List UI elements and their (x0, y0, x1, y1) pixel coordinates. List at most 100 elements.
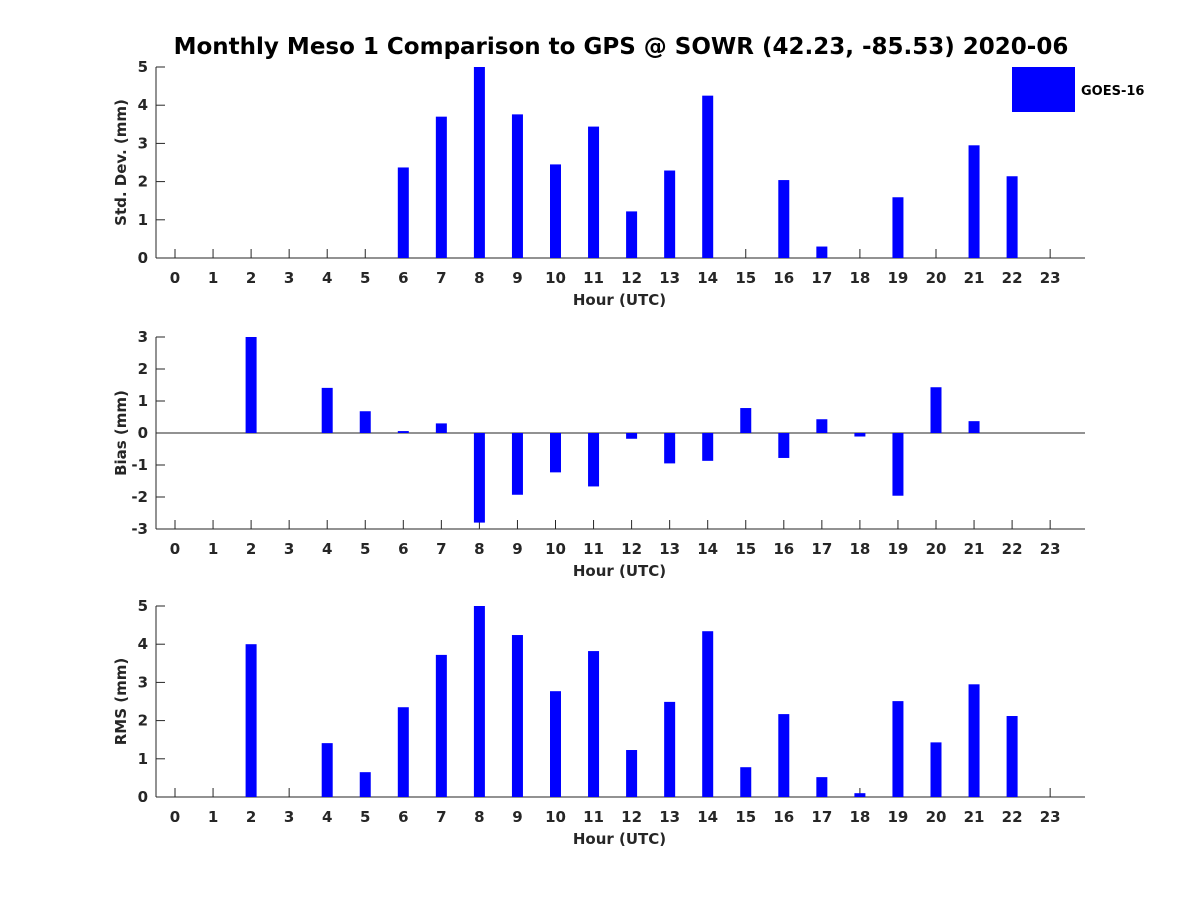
bar-std-dev-hour-7 (435, 116, 447, 258)
x-tick-label: 7 (436, 808, 446, 826)
x-tick-label: 23 (1040, 269, 1061, 287)
x-tick-label: 0 (170, 540, 180, 558)
chart-title: Monthly Meso 1 Comparison to GPS @ SOWR … (174, 34, 1069, 60)
bar-bias-hour-6 (397, 431, 409, 433)
bar-bias-hour-14 (702, 433, 714, 461)
y-tick-label: 1 (138, 392, 148, 410)
bar-std-dev-hour-10 (550, 164, 561, 258)
y-tick-label: 5 (138, 58, 148, 76)
x-tick-label: 11 (583, 808, 604, 826)
x-tick-label: 21 (964, 808, 985, 826)
x-tick-label: 20 (926, 269, 947, 287)
bar-std-dev-hour-14 (702, 95, 714, 259)
x-tick-label: 5 (360, 808, 370, 826)
bar-rms-hour-5 (359, 772, 371, 797)
bar-rms-hour-7 (435, 654, 447, 797)
bar-rms-hour-17 (816, 777, 828, 797)
bar-rms-hour-11 (588, 651, 600, 797)
bar-bias-hour-12 (626, 433, 638, 439)
y-tick-label: 1 (138, 211, 148, 229)
x-tick-label: 19 (888, 540, 909, 558)
x-tick-label: 19 (888, 269, 909, 287)
x-tick-label: 0 (170, 808, 180, 826)
y-tick-label: 1 (138, 750, 148, 768)
x-tick-label: 1 (208, 269, 218, 287)
x-tick-label: 13 (659, 269, 680, 287)
bar-rms-hour-14 (702, 631, 714, 797)
y-tick-label: 0 (138, 788, 148, 806)
bar-rms-hour-13 (664, 701, 676, 797)
x-tick-label: 1 (208, 540, 218, 558)
bar-bias-hour-7 (435, 423, 447, 433)
bar-std-dev-hour-21 (968, 145, 980, 258)
x-tick-label: 17 (811, 540, 832, 558)
x-tick-label: 16 (773, 269, 794, 287)
x-tick-label: 18 (849, 269, 870, 287)
y-tick-label: 3 (138, 673, 148, 691)
x-tick-label: 20 (926, 808, 947, 826)
bar-bias-hour-20 (930, 387, 942, 433)
y-tick-label: 0 (138, 424, 148, 442)
bar-rms-hour-9 (511, 635, 523, 797)
x-tick-label: 14 (697, 540, 718, 558)
bar-bias-hour-4 (321, 387, 333, 433)
x-tick-label: 12 (621, 540, 642, 558)
x-tick-label: 14 (697, 269, 718, 287)
x-tick-label: 18 (849, 808, 870, 826)
bar-rms-hour-4 (321, 743, 333, 797)
x-tick-label: 7 (436, 540, 446, 558)
y-tick-label: 0 (138, 249, 148, 267)
bar-bias-hour-5 (359, 411, 371, 433)
x-tick-label: 10 (545, 808, 566, 826)
x-tick-label: 15 (735, 540, 756, 558)
x-tick-label: 2 (246, 808, 256, 826)
bar-bias-hour-17 (816, 419, 828, 433)
bar-bias-hour-15 (740, 408, 752, 433)
bar-rms-hour-8 (473, 606, 485, 797)
y-tick-label: 3 (138, 328, 148, 346)
x-tick-label: 17 (811, 269, 832, 287)
bar-rms-hour-10 (550, 691, 561, 797)
bar-rms-hour-20 (930, 742, 942, 797)
x-tick-label: 15 (735, 269, 756, 287)
bar-std-dev-hour-22 (1006, 176, 1018, 258)
bar-rms-hour-19 (892, 701, 904, 797)
x-tick-label: 3 (284, 269, 294, 287)
x-tick-label: 18 (849, 540, 870, 558)
y-tick-label: 3 (138, 134, 148, 152)
x-tick-label: 8 (474, 540, 484, 558)
x-tick-label: 14 (697, 808, 718, 826)
bar-rms-hour-6 (397, 707, 409, 797)
x-tick-label: 9 (512, 269, 522, 287)
x-tick-label: 11 (583, 540, 604, 558)
bar-rms-hour-18 (854, 793, 866, 797)
x-tick-label: 23 (1040, 540, 1061, 558)
x-tick-label: 8 (474, 808, 484, 826)
y-axis-label: Std. Dev. (mm) (112, 99, 130, 226)
x-tick-label: 22 (1002, 269, 1023, 287)
bar-bias-hour-18 (854, 433, 866, 437)
bar-std-dev-hour-17 (816, 246, 828, 258)
bar-rms-hour-15 (740, 767, 752, 797)
x-tick-label: 4 (322, 269, 332, 287)
y-tick-label: 2 (138, 173, 148, 191)
bar-bias-hour-10 (550, 433, 561, 473)
x-tick-label: 2 (246, 269, 256, 287)
legend-label: GOES-16 (1081, 84, 1144, 99)
bar-rms-hour-21 (968, 684, 980, 797)
x-tick-label: 23 (1040, 808, 1061, 826)
x-tick-label: 21 (964, 540, 985, 558)
x-tick-label: 12 (621, 269, 642, 287)
bar-rms-hour-16 (778, 714, 790, 797)
x-tick-label: 13 (659, 808, 680, 826)
legend: GOES-16 (1012, 67, 1144, 112)
x-tick-label: 19 (888, 808, 909, 826)
x-axis-label: Hour (UTC) (573, 562, 666, 580)
x-tick-label: 21 (964, 269, 985, 287)
x-tick-label: 10 (545, 269, 566, 287)
x-tick-label: 9 (512, 808, 522, 826)
bar-std-dev-hour-8 (473, 67, 485, 258)
